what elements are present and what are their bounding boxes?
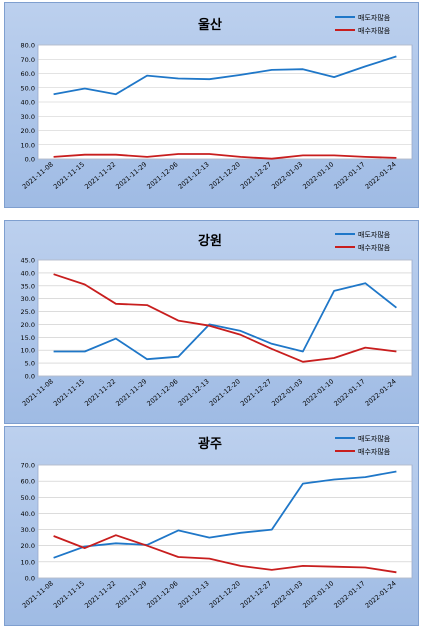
x-tick-label: 2021-11-15 bbox=[52, 377, 86, 407]
series-line bbox=[53, 273, 397, 363]
x-tick-label: 2021-12-20 bbox=[208, 160, 242, 190]
series-line bbox=[53, 470, 397, 559]
y-tick-label: 40.0 bbox=[21, 510, 35, 518]
series-line bbox=[53, 55, 397, 96]
x-tick-label: 2021-12-06 bbox=[145, 377, 179, 407]
x-tick-label: 2021-12-06 bbox=[145, 160, 179, 190]
x-tick-label: 2021-12-20 bbox=[208, 579, 242, 609]
y-tick-label: 70.0 bbox=[21, 462, 35, 470]
y-tick-label: 10.0 bbox=[21, 141, 35, 149]
y-tick-label: 45.0 bbox=[21, 257, 35, 265]
x-tick-label: 2021-11-15 bbox=[52, 579, 86, 609]
y-tick-label: 50.0 bbox=[21, 84, 35, 92]
y-tick-label: 30.0 bbox=[21, 113, 35, 121]
chart-title: 울산 bbox=[198, 17, 222, 33]
y-tick-label: 40.0 bbox=[21, 269, 35, 277]
x-tick-label: 2022-01-03 bbox=[270, 579, 304, 609]
series-line bbox=[53, 153, 397, 160]
x-tick-label: 2021-12-27 bbox=[239, 377, 273, 407]
y-tick-label: 40.0 bbox=[21, 99, 35, 107]
x-tick-label: 2021-12-13 bbox=[177, 579, 211, 609]
x-tick-label: 2021-11-29 bbox=[114, 579, 148, 609]
y-tick-label: 35.0 bbox=[21, 282, 35, 290]
chart-title: 광주 bbox=[198, 437, 222, 452]
plot-area bbox=[37, 464, 413, 579]
x-tick-label: 2022-01-10 bbox=[301, 160, 335, 190]
y-tick-label: 80.0 bbox=[21, 42, 35, 50]
y-tick-label: 60.0 bbox=[21, 478, 35, 486]
x-tick-label: 2021-12-13 bbox=[177, 377, 211, 407]
series-line bbox=[53, 534, 397, 574]
x-tick-label: 2021-12-20 bbox=[208, 377, 242, 407]
x-tick-label: 2021-12-27 bbox=[239, 579, 273, 609]
x-tick-label: 2021-12-06 bbox=[145, 579, 179, 609]
x-tick-label: 2022-01-10 bbox=[301, 579, 335, 609]
y-tick-label: 30.0 bbox=[21, 295, 35, 303]
x-tick-label: 2021-11-22 bbox=[83, 377, 117, 407]
x-tick-label: 2022-01-24 bbox=[364, 579, 398, 609]
x-tick-label: 2022-01-17 bbox=[332, 160, 366, 190]
x-tick-label: 2022-01-24 bbox=[364, 377, 398, 407]
x-tick-label: 2022-01-24 bbox=[364, 160, 398, 190]
x-tick-label: 2021-11-22 bbox=[83, 579, 117, 609]
y-tick-label: 5.0 bbox=[25, 360, 35, 368]
y-tick-label: 15.0 bbox=[21, 334, 35, 342]
y-tick-label: 50.0 bbox=[21, 494, 35, 502]
x-tick-label: 2021-11-22 bbox=[83, 160, 117, 190]
y-tick-label: 10.0 bbox=[21, 558, 35, 566]
x-tick-label: 2022-01-17 bbox=[332, 579, 366, 609]
x-tick-label: 2021-11-08 bbox=[21, 160, 55, 190]
legend-label: 매도자많음 bbox=[358, 13, 391, 22]
plot-area bbox=[37, 259, 413, 377]
x-tick-label: 2021-12-27 bbox=[239, 160, 273, 190]
x-tick-label: 2022-01-03 bbox=[270, 377, 304, 407]
x-tick-label: 2021-11-29 bbox=[114, 377, 148, 407]
x-tick-label: 2022-01-03 bbox=[270, 160, 304, 190]
y-tick-label: 25.0 bbox=[21, 308, 35, 316]
x-tick-label: 2022-01-10 bbox=[301, 377, 335, 407]
y-tick-label: 70.0 bbox=[21, 56, 35, 64]
y-tick-label: 0.0 bbox=[25, 575, 35, 583]
y-tick-label: 10.0 bbox=[21, 347, 35, 355]
y-tick-label: 20.0 bbox=[21, 321, 35, 329]
legend-label: 매수자많음 bbox=[358, 243, 391, 252]
x-tick-label: 2021-11-08 bbox=[21, 579, 55, 609]
x-tick-label: 2021-11-15 bbox=[52, 160, 86, 190]
legend-label: 매수자많음 bbox=[358, 26, 391, 35]
y-tick-label: 20.0 bbox=[21, 127, 35, 135]
y-tick-label: 30.0 bbox=[21, 526, 35, 534]
y-tick-label: 0.0 bbox=[25, 156, 35, 164]
x-tick-label: 2021-12-13 bbox=[177, 160, 211, 190]
y-tick-label: 0.0 bbox=[25, 373, 35, 381]
chart-title: 강원 bbox=[198, 233, 222, 249]
legend-label: 매도자많음 bbox=[358, 230, 391, 239]
x-tick-label: 2021-11-29 bbox=[114, 160, 148, 190]
legend-label: 매도자많음 bbox=[358, 434, 391, 443]
y-tick-label: 20.0 bbox=[21, 542, 35, 550]
legend-label: 매수자많음 bbox=[358, 447, 391, 456]
x-tick-label: 2021-11-08 bbox=[21, 377, 55, 407]
y-tick-label: 60.0 bbox=[21, 70, 35, 78]
series-line bbox=[53, 282, 397, 361]
x-tick-label: 2022-01-17 bbox=[332, 377, 366, 407]
